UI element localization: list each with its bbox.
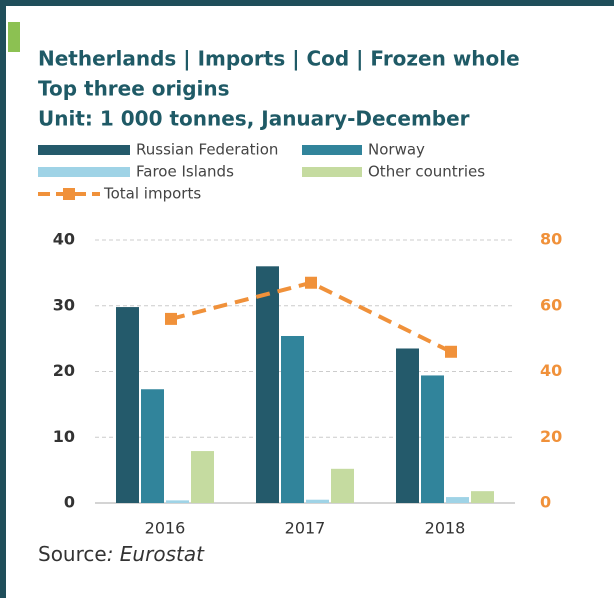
bar [281, 335, 304, 503]
y2-tick-label: 0 [540, 493, 551, 512]
x-tick-label: 2016 [145, 519, 186, 538]
y2-tick-label: 40 [540, 361, 562, 380]
legend-swatch [302, 145, 362, 155]
x-tick-label: 2017 [285, 519, 326, 538]
source-name: : Eurostat [107, 542, 205, 566]
legend-marker [63, 188, 75, 200]
line-marker [305, 276, 317, 289]
y2-tick-label: 20 [540, 427, 562, 446]
legend-swatch [38, 167, 130, 177]
frame-top [0, 0, 614, 6]
chart-subtitle: Top three origins [38, 77, 230, 101]
accent [8, 22, 20, 52]
source-prefix: Source [38, 542, 107, 566]
bar [331, 468, 354, 503]
bar [471, 491, 494, 503]
legend-swatch [302, 167, 362, 177]
bar [166, 500, 189, 503]
y-tick-label: 20 [53, 361, 75, 380]
y2-tick-label: 60 [540, 295, 562, 314]
legend-label: Total imports [103, 185, 201, 203]
y-tick-label: 40 [53, 230, 75, 249]
bar [446, 497, 469, 503]
bar [191, 451, 214, 503]
legend-label: Russian Federation [136, 141, 278, 159]
line-marker [445, 345, 457, 358]
bar [396, 348, 419, 503]
source: Source: Eurostat [38, 542, 205, 566]
bar [116, 307, 139, 503]
legend-label: Norway [368, 141, 425, 159]
legend-swatch [38, 145, 130, 155]
y-tick-label: 0 [64, 493, 75, 512]
legend-label: Other countries [368, 163, 485, 181]
frame-left [0, 0, 6, 598]
chart-unit: Unit: 1 000 tonnes, January-December [38, 107, 470, 131]
bar [256, 266, 279, 503]
line-marker [165, 312, 177, 325]
chart-title: Netherlands | Imports | Cod | Frozen who… [38, 47, 520, 71]
bar [306, 499, 329, 503]
legend-label: Faroe Islands [136, 163, 234, 181]
y-tick-label: 30 [53, 295, 75, 314]
x-tick-label: 2018 [425, 519, 466, 538]
y-tick-label: 10 [53, 427, 75, 446]
bar [421, 375, 444, 503]
y2-tick-label: 80 [540, 230, 562, 249]
bar [141, 389, 164, 503]
